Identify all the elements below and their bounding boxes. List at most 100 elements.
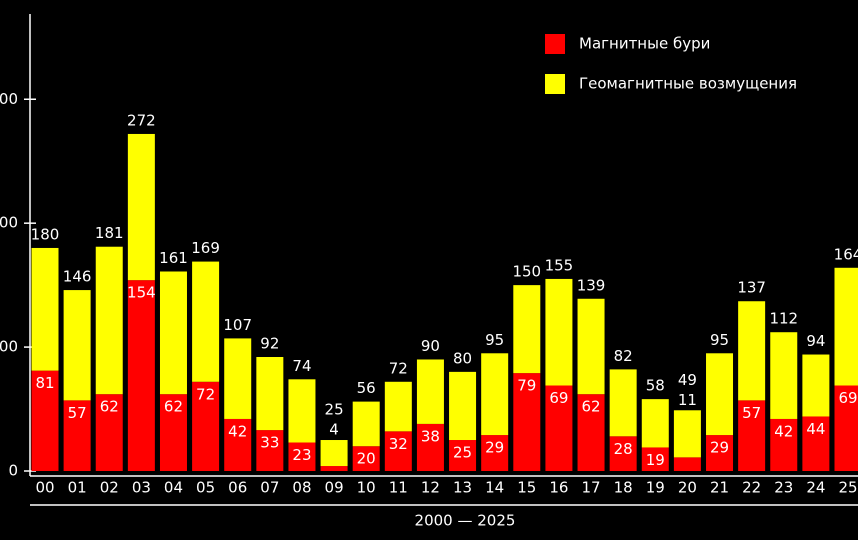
value-label: 29 [710, 439, 729, 457]
bar-segment [352, 401, 380, 447]
value-label: 29 [485, 439, 504, 457]
bar-segment [416, 423, 444, 471]
bar-segment [384, 381, 412, 432]
bar-segment [320, 440, 348, 467]
x-tick-label: 15 [517, 479, 536, 497]
total-label: 180 [31, 225, 60, 243]
total-label: 181 [95, 224, 124, 242]
bar-segment [159, 271, 187, 395]
bar-segment [673, 457, 701, 471]
y-tick-label: 00 [0, 338, 18, 356]
total-label: 112 [769, 310, 798, 328]
bar-segment [159, 394, 187, 471]
bar-segment [416, 359, 444, 424]
bar-segment [449, 371, 477, 441]
total-label: 82 [614, 347, 633, 365]
total-label: 56 [357, 379, 376, 397]
bar-segment [288, 379, 316, 443]
x-tick-label: 11 [389, 479, 408, 497]
bar-segment [545, 385, 573, 471]
y-tick-label: 00 [0, 214, 18, 232]
value-label: 79 [517, 377, 536, 395]
bar-segment [63, 400, 91, 471]
value-label: 57 [68, 404, 87, 422]
total-label: 169 [191, 239, 220, 257]
bar-segment [706, 353, 734, 436]
total-label: 139 [577, 276, 606, 294]
total-label: 80 [453, 349, 472, 367]
total-label: 155 [545, 256, 574, 274]
bar-segment [770, 418, 798, 471]
x-tick-label: 25 [838, 479, 857, 497]
x-tick-label: 06 [228, 479, 247, 497]
x-tick-label: 09 [325, 479, 344, 497]
value-label: 28 [614, 440, 633, 458]
total-label: 95 [485, 331, 504, 349]
x-tick-label: 24 [806, 479, 825, 497]
total-label: 272 [127, 111, 156, 129]
x-tick-label: 04 [164, 479, 183, 497]
value-label: 57 [742, 404, 761, 422]
x-tick-label: 03 [132, 479, 151, 497]
total-label: 146 [63, 268, 92, 286]
bar-segment [192, 261, 220, 382]
total-label: 107 [223, 316, 252, 334]
x-tick-label: 20 [678, 479, 697, 497]
value-label: 81 [35, 374, 54, 392]
bar-segment [449, 440, 477, 471]
value-label: 69 [838, 389, 857, 407]
total-label: 90 [421, 337, 440, 355]
bar-segment [513, 285, 541, 374]
value-label: 62 [164, 398, 183, 416]
x-tick-label: 05 [196, 479, 215, 497]
bar-segment [706, 435, 734, 471]
x-tick-label: 01 [68, 479, 87, 497]
x-tick-label: 21 [710, 479, 729, 497]
value-label: 23 [292, 446, 311, 464]
legend-label: Геомагнитные возмущения [579, 75, 797, 93]
value-label: 32 [389, 435, 408, 453]
bar-segment [320, 466, 348, 471]
value-label: 62 [581, 398, 600, 416]
x-tick-label: 16 [549, 479, 568, 497]
bar-segment [31, 370, 59, 471]
bar-segment [513, 373, 541, 471]
bar-segment [834, 267, 858, 386]
value-label: 19 [646, 451, 665, 469]
bar-segment [481, 435, 509, 471]
bar-segment [577, 298, 605, 395]
bar-segment [127, 280, 155, 471]
x-tick-label: 19 [646, 479, 665, 497]
value-label: 62 [100, 398, 119, 416]
total-label: 25 [325, 401, 344, 419]
total-label: 92 [260, 335, 279, 353]
bar-segment [224, 338, 252, 419]
total-label: 58 [646, 377, 665, 395]
y-tick-label: 0 [8, 462, 18, 480]
bar-segment [577, 394, 605, 471]
value-label: 72 [196, 385, 215, 403]
value-label: 44 [806, 420, 825, 438]
total-label: 150 [512, 263, 541, 281]
value-label: 11 [678, 391, 697, 409]
bar-segment [31, 247, 59, 371]
value-label: 33 [260, 434, 279, 452]
x-tick-label: 10 [357, 479, 376, 497]
bar-segment [834, 385, 858, 471]
bar-segment [802, 416, 830, 471]
legend-swatch [545, 34, 565, 54]
total-label: 94 [806, 332, 825, 350]
bar-segment [127, 133, 155, 281]
x-tick-label: 02 [100, 479, 119, 497]
total-label: 74 [292, 357, 311, 375]
x-tick-label: 13 [453, 479, 472, 497]
x-tick-label: 00 [35, 479, 54, 497]
total-label: 164 [834, 245, 858, 263]
bar-segment [384, 431, 412, 471]
total-label: 161 [159, 249, 188, 267]
legend-label: Магнитные бури [579, 35, 710, 53]
x-tick-label: 18 [614, 479, 633, 497]
x-axis-label: 2000 — 2025 [415, 512, 516, 530]
bar-segment [95, 246, 123, 395]
